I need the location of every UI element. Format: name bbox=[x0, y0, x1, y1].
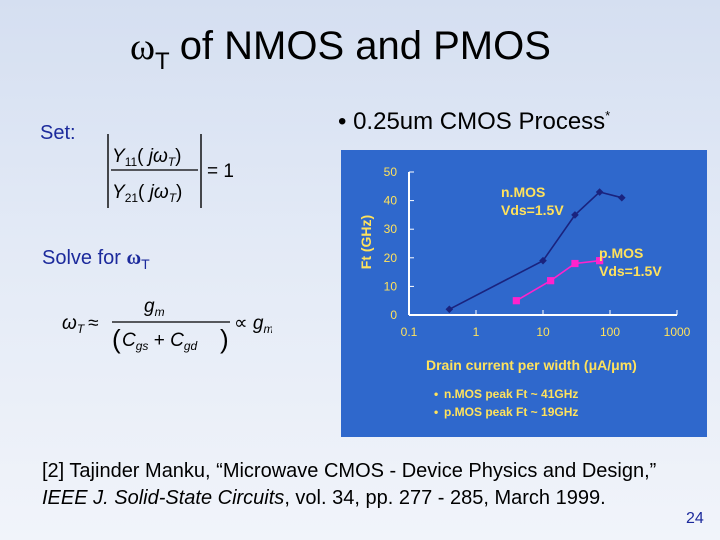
note-pmos-peak: p.MOS peak Ft ~ 19GHz bbox=[444, 405, 578, 419]
bullet-marker: • bbox=[338, 108, 347, 135]
solve-omega: ω bbox=[126, 247, 142, 269]
solve-subscript: T bbox=[141, 256, 150, 272]
bullet-footnote-mark: * bbox=[605, 108, 611, 123]
x-tick-labels: 0.1 1 10 100 1000 bbox=[401, 325, 691, 339]
pmos-point bbox=[571, 259, 579, 268]
svg-text:): ) bbox=[220, 324, 229, 354]
svg-text:Y11( jωT): Y11( jωT) bbox=[112, 146, 181, 169]
pmos-point bbox=[547, 277, 555, 285]
svg-text:Y21( jωT): Y21( jωT) bbox=[112, 182, 182, 205]
omega-t-equation: ωT≈ gm ( Cgs + Cgd ) ∝ gm bbox=[62, 296, 272, 354]
bullet-text: 0.25um CMOS Process bbox=[353, 108, 606, 135]
reference-details: , vol. 34, pp. 277 - 285, March 1999. bbox=[284, 487, 606, 509]
nmos-point bbox=[617, 193, 626, 202]
y-tick-label: 10 bbox=[384, 279, 398, 293]
set-label: Set: bbox=[40, 122, 76, 144]
x-axis-label: Drain current per width (μA/μm) bbox=[426, 357, 637, 373]
reference-citation: [2] Tajinder Manku, “Microwave CMOS - De… bbox=[42, 458, 682, 512]
pmos-series-label-1: p.MOS bbox=[599, 245, 643, 261]
title-omega: ω bbox=[130, 26, 156, 68]
ft-chart-svg: 0 10 20 30 40 50 0.1 1 10 100 1000 Ft (GHz) Drain… bbox=[358, 165, 691, 419]
note-1-bullet: • bbox=[434, 387, 438, 401]
x-tick-label: 1000 bbox=[664, 325, 691, 339]
solve-text: Solve for bbox=[42, 247, 127, 269]
reference-journal: IEEE J. Solid-State Circuits bbox=[42, 487, 285, 509]
chart-axes bbox=[408, 171, 678, 316]
y-tick-label: 50 bbox=[384, 165, 398, 179]
note-nmos-peak: n.MOS peak Ft ~ 41GHz bbox=[444, 387, 578, 401]
pmos-point bbox=[596, 257, 604, 265]
solve-label: Solve for ωT bbox=[42, 247, 150, 272]
nmos-series-label-2: Vds=1.5V bbox=[501, 202, 564, 218]
ft-chart: 0 10 20 30 40 50 0.1 1 10 100 1000 Ft (GHz) Drain… bbox=[341, 150, 707, 437]
title-subscript: T bbox=[155, 48, 170, 75]
reference-line-1: [2] Tajinder Manku, “Microwave CMOS - De… bbox=[42, 460, 657, 482]
nmos-series-label-1: n.MOS bbox=[501, 184, 545, 200]
x-tick-label: 1 bbox=[473, 325, 480, 339]
svg-text:(: ( bbox=[112, 324, 121, 354]
slide-title: ωT of NMOS and PMOS bbox=[130, 24, 551, 75]
pmos-series-label-2: Vds=1.5V bbox=[599, 263, 662, 279]
nmos-point bbox=[445, 305, 454, 314]
page-number: 24 bbox=[686, 510, 704, 527]
series-line-1 bbox=[515, 259, 600, 302]
y-tick-label: 20 bbox=[384, 251, 398, 265]
svg-text:gm: gm bbox=[144, 296, 165, 319]
x-tick-label: 10 bbox=[536, 325, 550, 339]
x-tick-label: 100 bbox=[600, 325, 620, 339]
title-text: of NMOS and PMOS bbox=[179, 24, 551, 68]
y-tick-label: 30 bbox=[384, 222, 398, 236]
y-tick-label: 40 bbox=[384, 194, 398, 208]
condition-equation: Y11( jωT) Y21( jωT) = 1 bbox=[107, 134, 234, 208]
svg-text:Cgs + Cgd: Cgs + Cgd bbox=[122, 330, 197, 353]
svg-text:∝ gm: ∝ gm bbox=[234, 313, 272, 336]
y-axis-label: Ft (GHz) bbox=[358, 215, 374, 269]
svg-text:ωT≈: ωT ≈ bbox=[62, 313, 99, 336]
nmos-point bbox=[595, 188, 604, 196]
reference-line-2: IEEE J. Solid-State Circuits, vol. 34, p… bbox=[42, 485, 682, 512]
pmos-point bbox=[512, 297, 520, 305]
svg-text:= 1: = 1 bbox=[207, 161, 234, 182]
note-2-bullet: • bbox=[434, 405, 438, 419]
y-tick-label: 0 bbox=[390, 308, 397, 322]
y-tick-labels: 0 10 20 30 40 50 bbox=[384, 165, 398, 322]
x-tick-label: 0.1 bbox=[401, 325, 418, 339]
nmos-point bbox=[571, 211, 579, 219]
bullet-process: • 0.25um CMOS Process* bbox=[338, 108, 610, 136]
